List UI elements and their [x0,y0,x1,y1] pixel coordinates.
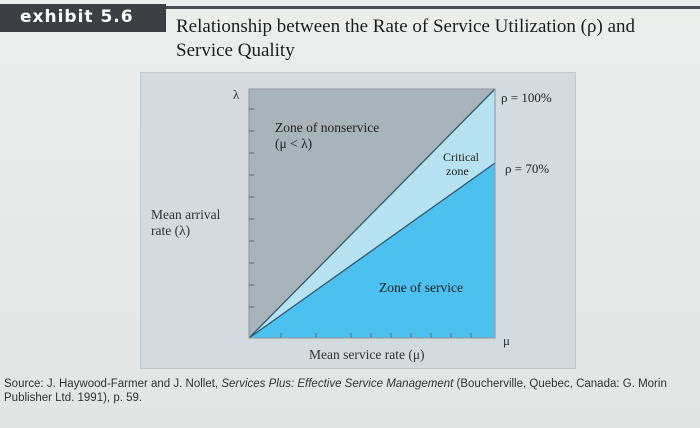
y-axis-symbol: λ [233,87,240,102]
utilization-diagram: λ Mean arrival rate (λ) Zone of nonservi… [151,87,552,362]
zone-service-label: Zone of service [379,280,463,295]
rho-100-label: ρ = 100% [501,90,552,105]
x-axis-symbol: μ [503,333,510,348]
title-rule [166,6,700,9]
x-axis-ticks [280,333,472,338]
source-book-title: Services Plus: Effective Service Managem… [221,378,454,390]
plot-border [248,88,496,339]
exhibit-title: Relationship between the Rate of Service… [176,16,636,61]
zone-critical-label-line2: zone [446,164,469,178]
source-prefix: Source: J. Haywood-Farmer and J. Nollet, [4,378,222,390]
zone-critical-label-line1: Critical [443,150,480,164]
y-axis-label-line2: rate (λ) [151,223,190,238]
x-axis-label: Mean service rate (μ) [309,347,425,362]
zone-nonservice-label-line2: (μ < λ) [275,136,312,151]
exhibit-badge: exhibit 5.6 [0,4,166,32]
y-axis-label-line1: Mean arrival [151,207,221,222]
rho-70-label: ρ = 70% [505,161,549,176]
diagram-panel: λ Mean arrival rate (λ) Zone of nonservi… [140,72,576,369]
rho-70-line [248,162,496,339]
source-citation: Source: J. Haywood-Farmer and J. Nollet,… [4,377,694,405]
source-suffix: (Boucherville, Quebec, Canada: G. Morin … [4,378,667,404]
y-axis-ticks [249,108,254,308]
rho-100-line [248,88,496,339]
zone-nonservice-label-line1: Zone of nonservice [275,120,379,135]
